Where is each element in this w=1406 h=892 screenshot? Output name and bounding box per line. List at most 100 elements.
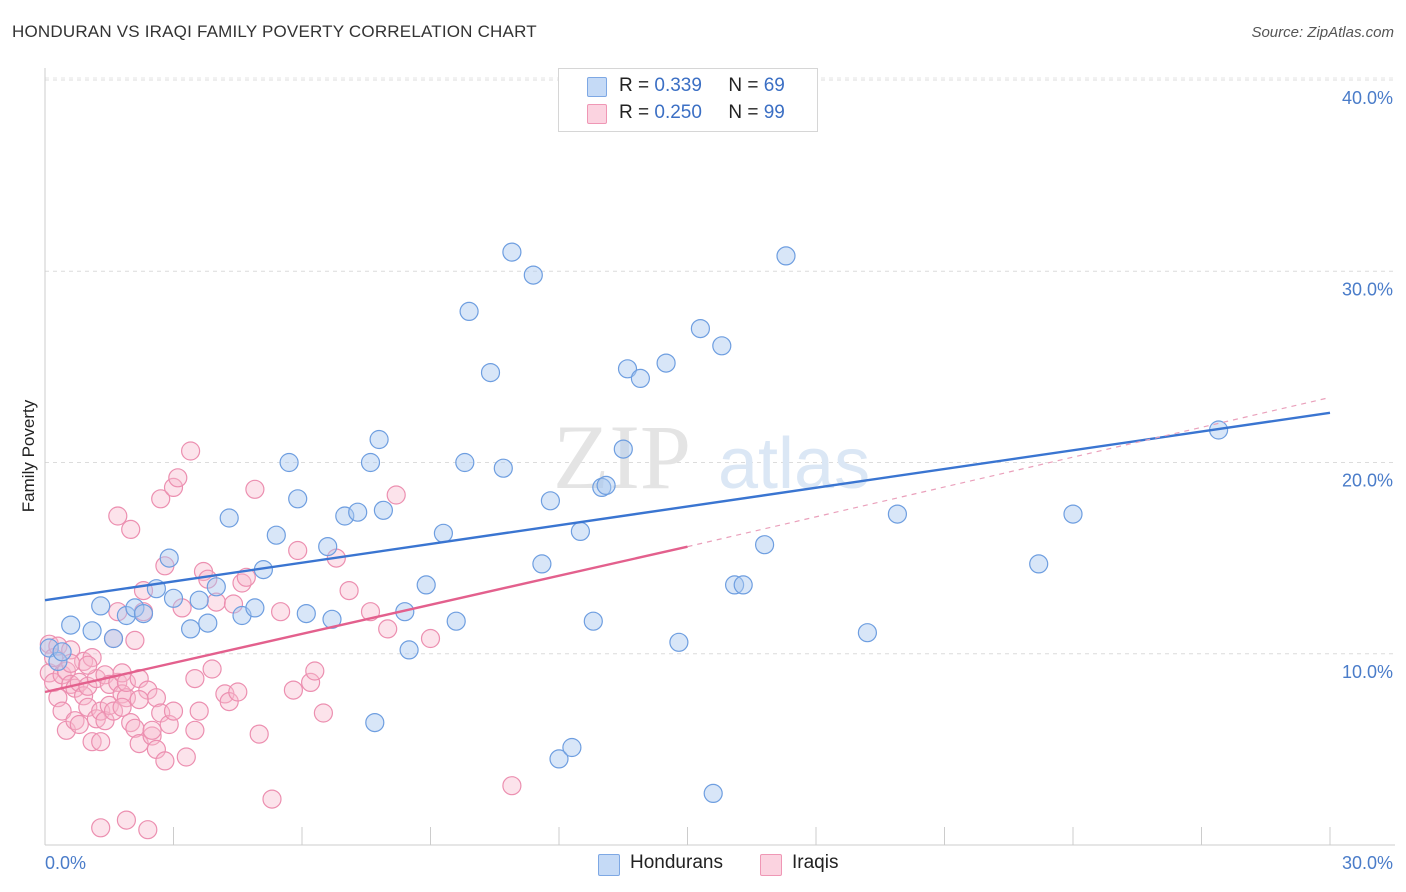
stats-legend: R = 0.339 N = 69 R = 0.250 N = 99 — [558, 68, 818, 132]
y-tick-label-2: 30.0% — [1342, 279, 1393, 299]
iraqi-point-94 — [138, 820, 158, 840]
honduran-point-20 — [266, 525, 286, 545]
iraqi-point-61 — [176, 747, 196, 767]
tick-labels: 10.0% 20.0% 30.0% 40.0% 0.0% 30.0% — [45, 88, 1393, 873]
trend-lines — [44, 396, 1331, 694]
honduran-point-21 — [279, 452, 299, 473]
honduran-point-57 — [703, 783, 723, 804]
iraqi-point-69 — [206, 592, 226, 612]
iraqi-point-73 — [228, 682, 248, 702]
iraqi-point-59 — [168, 468, 188, 488]
iraqi-point-54 — [155, 751, 175, 771]
y-tick-label-1: 20.0% — [1342, 471, 1393, 491]
iraqi-point-77 — [249, 724, 269, 744]
honduran-point-2 — [61, 615, 81, 635]
bottom-legend-label-iraqis: Iraqis — [792, 852, 839, 873]
honduran-point-40 — [493, 458, 513, 478]
honduran-point-43 — [532, 554, 552, 574]
honduran-point-46 — [562, 737, 582, 758]
honduran-point-34 — [416, 575, 436, 595]
iraqi-point-34 — [108, 506, 128, 526]
honduran-point-55 — [669, 632, 689, 652]
honduran-point-66 — [1063, 504, 1083, 524]
honduran-point-31 — [373, 500, 393, 520]
honduran-point-23 — [296, 603, 316, 624]
legend-r-label: R = — [619, 75, 650, 96]
iraqi-point-49 — [142, 720, 162, 740]
iraqi-point-50 — [146, 688, 166, 708]
honduran-point-29 — [365, 712, 385, 733]
y-tick-label-0: 10.0% — [1342, 662, 1393, 682]
legend-n-value: 69 — [763, 75, 785, 96]
honduran-point-50 — [596, 475, 616, 495]
honduran-point-39 — [480, 363, 501, 383]
bottom-swatch-iraqis — [760, 854, 782, 876]
iraqi-point-90 — [420, 628, 441, 649]
x-tick-label-1: 30.0% — [1342, 853, 1393, 873]
honduran-point-65 — [1029, 554, 1049, 574]
iraqi-point-65 — [189, 701, 209, 721]
iraqi-point-58 — [163, 477, 184, 497]
iraqi-point-86 — [339, 580, 359, 601]
iraqi-point-25 — [91, 732, 111, 752]
iraqi-point-80 — [283, 680, 303, 700]
bottom-swatch-hondurans — [598, 854, 620, 876]
gridlines — [45, 77, 1395, 655]
honduran-point-54 — [656, 353, 676, 373]
iraqi-point-81 — [288, 540, 308, 561]
iraqi-point-96 — [129, 689, 149, 710]
honduran-point-47 — [570, 521, 591, 542]
honduran-point-53 — [630, 368, 651, 388]
honduran-point-5 — [103, 628, 124, 649]
iraqi-point-82 — [301, 672, 321, 693]
iraqi-point-64 — [185, 720, 205, 740]
iraqi-point-95 — [112, 697, 132, 717]
honduran-point-44 — [540, 491, 561, 511]
trend-line-hondurans — [44, 411, 1331, 602]
legend-n-label: N = — [728, 75, 759, 96]
y-axis-label: Family Poverty — [19, 399, 38, 512]
honduran-point-45 — [549, 749, 569, 769]
iraqi-point-76 — [245, 479, 265, 499]
iraqi-point-15 — [69, 714, 89, 735]
honduran-point-3 — [82, 621, 102, 641]
iraqi-point-88 — [378, 619, 398, 639]
iraqi-point-92 — [91, 818, 111, 838]
honduran-point-36 — [446, 611, 466, 631]
legend-r-label: R = — [619, 102, 650, 123]
honduran-point-30 — [369, 429, 389, 450]
iraqi-point-91 — [502, 776, 522, 796]
iraqi-point-7 — [52, 701, 72, 721]
legend-r-value: 0.250 — [654, 102, 702, 123]
iraqi-point-75 — [236, 567, 256, 587]
honduran-point-62 — [776, 246, 796, 266]
honduran-point-51 — [613, 439, 633, 459]
honduran-point-16 — [219, 508, 239, 528]
honduran-point-58 — [712, 336, 732, 356]
honduran-point-10 — [159, 548, 179, 568]
honduran-point-12 — [181, 619, 201, 639]
iraqi-point-40 — [121, 519, 141, 540]
iraqi-point-84 — [313, 703, 333, 723]
iraqi-point-16 — [73, 686, 94, 706]
honduran-point-11 — [163, 588, 184, 608]
honduran-point-68 — [52, 642, 72, 662]
x-tick-label-0: 0.0% — [45, 853, 86, 873]
honduran-point-63 — [857, 623, 878, 643]
honduran-point-37 — [455, 452, 475, 473]
trend-line-iraqis — [44, 545, 688, 694]
honduran-point-22 — [288, 489, 308, 509]
honduran-point-61 — [754, 535, 775, 555]
series-hondurans — [39, 242, 1229, 804]
iraqi-point-57 — [163, 701, 184, 721]
iraqi-point-62 — [181, 441, 201, 461]
iraqi-point-41 — [125, 630, 145, 651]
honduran-point-8 — [133, 603, 154, 624]
y-tick-label-3: 40.0% — [1342, 88, 1393, 108]
honduran-point-24 — [318, 536, 338, 557]
honduran-point-4 — [91, 596, 111, 616]
chart-source: Source: ZipAtlas.com — [1251, 24, 1394, 41]
honduran-point-60 — [733, 575, 753, 595]
honduran-point-56 — [690, 319, 711, 339]
honduran-point-41 — [502, 242, 522, 262]
